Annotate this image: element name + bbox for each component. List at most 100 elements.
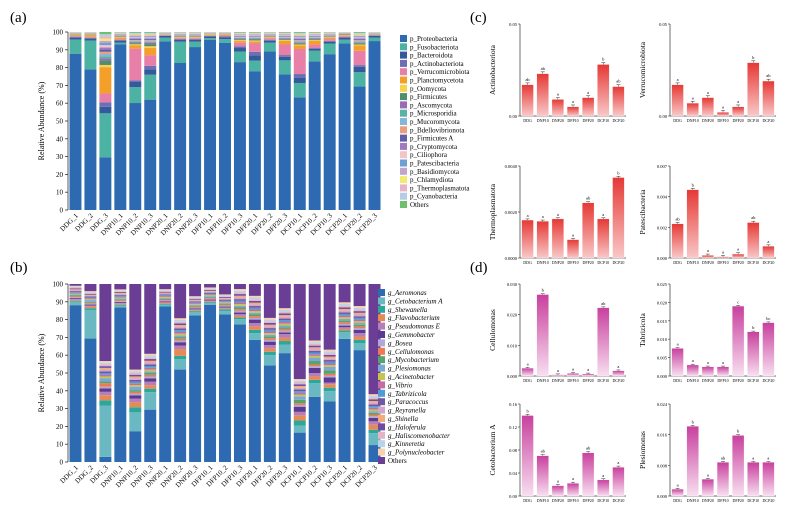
stack-segment: [159, 294, 172, 296]
legend-swatch: [378, 347, 385, 355]
significance-letter: ab: [525, 77, 530, 82]
stack-segment: [144, 48, 157, 56]
stack-segment: [338, 36, 351, 38]
stack-segment: [338, 325, 351, 328]
stack-segment: [114, 40, 127, 43]
legend-label: p_Fusobacteriota: [410, 43, 459, 51]
stack-segment: [189, 299, 202, 301]
stack-segment: [293, 37, 306, 39]
stack-segment: [99, 369, 112, 372]
stack-segment: [144, 65, 157, 70]
bar: [551, 99, 564, 117]
y-axis-title: Actinobacteriota: [488, 44, 497, 95]
bar: [686, 364, 699, 377]
stack-segment: [263, 365, 276, 462]
x-tick-label: DCP20: [613, 260, 625, 265]
stack-segment: [144, 40, 157, 41]
y-tick-label: 0.00: [509, 494, 518, 499]
y-tick-label: 30: [56, 405, 64, 413]
stack-segment: [278, 320, 291, 323]
stack-segment: [278, 308, 291, 310]
bar: [762, 322, 775, 377]
stack-segment: [69, 299, 82, 301]
stack-segment: [248, 300, 261, 303]
legend-swatch: [378, 423, 385, 431]
legend-label: p_Firmicutes: [410, 93, 447, 101]
stack-segment: [69, 305, 82, 462]
stack-segment: [129, 33, 142, 35]
stack-segment: [248, 322, 261, 327]
stack-segment: [159, 300, 172, 302]
stack-segment: [204, 293, 217, 295]
y-tick-label: 20: [56, 171, 64, 179]
stack-segment: [308, 342, 321, 344]
stack-segment: [308, 44, 321, 49]
significance-letter: a: [692, 95, 694, 100]
stack-segment: [368, 400, 381, 403]
stack-segment: [248, 302, 261, 305]
stack-segment: [248, 299, 261, 301]
stack-segment: [278, 35, 291, 36]
stack-segment: [323, 360, 336, 362]
y-tick-label: 0.00: [509, 114, 518, 119]
y-tick-label: 0.00: [659, 114, 668, 119]
stack-segment: [204, 287, 217, 289]
stack-segment: [353, 72, 366, 87]
significance-letter: a: [707, 90, 709, 95]
stack-segment: [293, 39, 306, 41]
stack-segment: [144, 366, 157, 368]
legend-swatch: [400, 201, 407, 208]
y-axis-title: Patescibacteria: [638, 189, 647, 235]
y-tick-label: 0.05: [509, 22, 518, 27]
stack-segment: [99, 386, 112, 389]
stack-segment: [233, 40, 246, 43]
bar: [551, 218, 564, 259]
legend-label: g_Gemmobacter: [388, 331, 435, 339]
stack-segment: [308, 34, 321, 35]
significance-letter: ab: [601, 301, 606, 306]
stack-segment: [84, 300, 97, 302]
stack-segment: [144, 371, 157, 373]
y-tick-label: 80: [56, 64, 64, 72]
stack-segment: [69, 297, 82, 299]
stack-segment: [174, 326, 187, 329]
stack-segment: [189, 39, 202, 40]
stack-segment: [368, 399, 381, 401]
stack-segment: [99, 49, 112, 52]
stack-segment: [248, 55, 261, 61]
stack-segment: [99, 157, 112, 210]
y-tick-label: 0: [60, 207, 64, 215]
stack-segment: [368, 284, 381, 395]
stack-segment: [353, 326, 366, 329]
stack-segment: [248, 329, 261, 334]
significance-letter: b: [617, 170, 620, 175]
stack-segment: [308, 40, 321, 42]
stack-segment: [114, 40, 127, 41]
x-tick-label: DDG: [523, 498, 532, 503]
stack-segment: [129, 381, 142, 384]
stack-segment: [293, 379, 306, 381]
stack-segment: [263, 37, 276, 39]
bar: [671, 488, 684, 497]
stack-segment: [219, 307, 231, 309]
stack-segment: [144, 373, 157, 375]
significance-letter: a: [557, 92, 559, 97]
stack-segment: [293, 384, 306, 386]
stack-segment: [233, 42, 246, 47]
stack-segment: [293, 44, 306, 46]
stack-segment: [248, 41, 261, 44]
stack-segment: [159, 303, 172, 304]
stack-segment: [219, 303, 231, 304]
stack-segment: [233, 295, 246, 298]
stack-segment: [293, 382, 306, 385]
bar: [521, 367, 534, 377]
significance-letter: ab: [675, 217, 680, 222]
x-tick-label: DNP10: [537, 260, 549, 265]
stack-segment: [69, 298, 82, 299]
stack-segment: [204, 290, 217, 292]
stack-segment: [323, 387, 336, 392]
stack-segment: [278, 60, 291, 75]
legend-swatch: [400, 184, 407, 192]
stack-segment: [144, 359, 157, 361]
